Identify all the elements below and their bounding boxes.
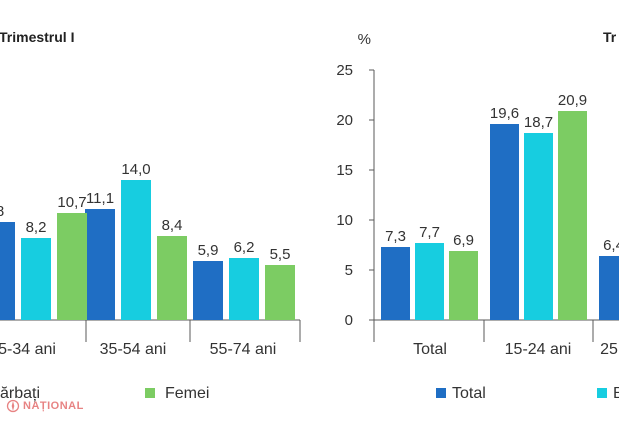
data-label: 8,4 xyxy=(162,217,183,234)
data-label: 19,6 xyxy=(490,105,519,122)
data-label: 7,7 xyxy=(419,224,440,241)
data-label: 5,5 xyxy=(270,246,291,263)
data-label: 14,0 xyxy=(121,161,150,178)
data-label: 8 xyxy=(0,203,4,220)
data-label: 7,3 xyxy=(385,228,406,245)
bar-total xyxy=(85,209,115,320)
bar-femei xyxy=(157,236,187,320)
data-label: 8,2 xyxy=(26,219,47,236)
legend-swatch xyxy=(597,388,607,398)
data-label: 20,9 xyxy=(558,92,587,109)
data-label: 18,7 xyxy=(524,114,553,131)
bar-brbai xyxy=(524,133,553,320)
bar-femei xyxy=(449,251,478,320)
bar-total xyxy=(599,256,619,320)
data-label: 5,9 xyxy=(198,242,219,259)
category-label: 5-34 ani xyxy=(0,341,56,358)
y-tick-label: 25 xyxy=(336,62,353,79)
data-label: 6,4 xyxy=(603,237,619,254)
bar-total xyxy=(0,222,15,320)
category-label: 25 xyxy=(600,341,618,358)
bar-total xyxy=(381,247,410,320)
compass-icon xyxy=(6,399,20,413)
legend-label: Femei xyxy=(165,385,209,402)
bar-brbai xyxy=(121,180,151,320)
legend-swatch xyxy=(145,388,155,398)
watermark-logo: NAȚIONAL xyxy=(6,399,84,413)
chart-title: Trimestrul I xyxy=(0,29,74,45)
y-tick-label: 15 xyxy=(336,162,353,179)
bar-total xyxy=(490,124,519,320)
bar-femei xyxy=(57,213,87,320)
bar-femei xyxy=(265,265,295,320)
bar-brbai xyxy=(229,258,259,320)
legend-label: B xyxy=(613,385,619,402)
bar-brbai xyxy=(415,243,444,320)
category-label: 55-74 ani xyxy=(210,341,277,358)
legend-label: Total xyxy=(452,385,486,402)
y-axis-label: % xyxy=(358,31,371,48)
data-label: 10,7 xyxy=(57,194,86,211)
y-tick-label: 5 xyxy=(345,262,353,279)
data-label: 6,9 xyxy=(453,232,474,249)
data-label: 6,2 xyxy=(234,239,255,256)
bar-brbai xyxy=(21,238,51,320)
watermark-text: NAȚIONAL xyxy=(23,400,84,412)
legend-swatch xyxy=(436,388,446,398)
bar-total xyxy=(193,261,223,320)
y-tick-label: 10 xyxy=(336,212,353,229)
y-tick-label: 20 xyxy=(336,112,353,129)
category-label: 15-24 ani xyxy=(505,341,572,358)
chart-title: Tr xyxy=(603,29,617,45)
data-label: 11,1 xyxy=(86,190,114,207)
category-label: 35-54 ani xyxy=(100,341,167,358)
bar-femei xyxy=(558,111,587,320)
y-tick-label: 0 xyxy=(345,312,353,329)
legend-label: ărbați xyxy=(0,385,40,402)
category-label: Total xyxy=(413,341,447,358)
